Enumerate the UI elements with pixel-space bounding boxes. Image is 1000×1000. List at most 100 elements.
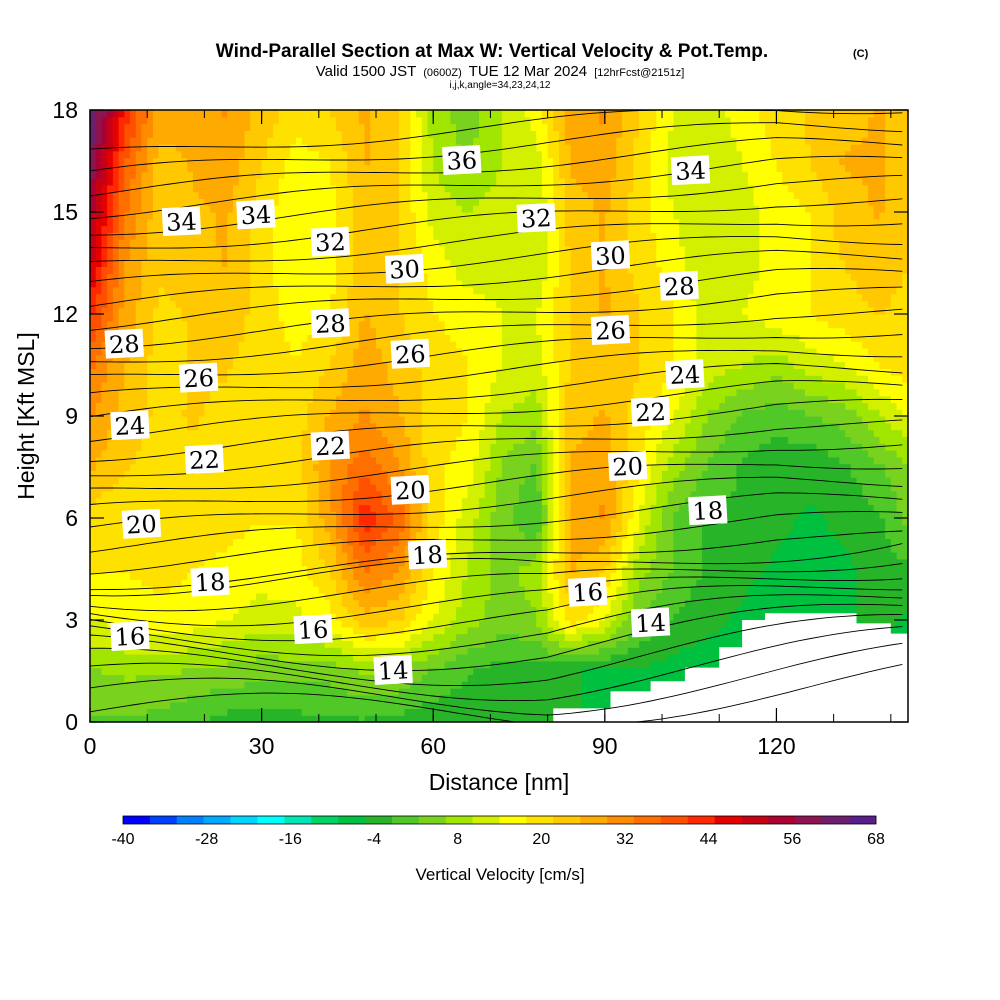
x-tick-label: 60: [420, 733, 446, 759]
contour-label: 24: [665, 359, 705, 390]
colorbar-tick-label: 68: [867, 831, 885, 848]
contour-label: 22: [184, 444, 225, 475]
colorbar-swatch: [257, 816, 285, 824]
chart-title: Wind-Parallel Section at Max W: Vertical…: [216, 41, 768, 62]
colorbar-label: Vertical Velocity [cm/s]: [415, 865, 584, 884]
contour-label: 22: [630, 396, 671, 427]
colorbar-swatch: [284, 816, 312, 824]
colorbar-swatch: [203, 816, 231, 824]
subtitle-utc: (0600Z): [423, 67, 462, 79]
colorbar-swatch: [741, 816, 769, 824]
colorbar-swatch: [418, 816, 447, 824]
colorbar-swatch: [687, 816, 715, 824]
colorbar-tick-label: -4: [367, 831, 381, 848]
colorbar-swatch: [795, 816, 823, 824]
theta-contour-labels: 36 34 34 34 32 32 30 30 28 28 28 26 26 26 24 24 22 22 22 20…: [104, 145, 728, 686]
contour-label: 20: [390, 474, 430, 506]
subtitle-valid: Valid 1500 JST: [316, 63, 416, 80]
colorbar-swatch: [822, 816, 850, 824]
contour-label: 18: [407, 539, 448, 570]
colorbar-tick-label: -16: [279, 831, 302, 848]
colorbar-swatch: [580, 816, 608, 824]
contour-label: 18: [688, 495, 728, 526]
y-tick-label: 18: [52, 97, 78, 123]
contour-label: 32: [516, 202, 556, 234]
subtitle: Valid 1500 JST (0600Z) TUE 12 Mar 2024 […: [316, 63, 685, 80]
colorbar-swatch: [176, 816, 204, 824]
contour-label: 26: [390, 338, 430, 370]
x-axis-ticks: 0 30 60 90 120: [84, 110, 796, 759]
colorbar-tick-label: -28: [195, 831, 218, 848]
contour-label: 14: [373, 655, 413, 686]
contour-label: 16: [567, 576, 608, 608]
colorbar-swatch: [338, 816, 366, 824]
colorbar-swatch: [607, 816, 635, 824]
contour-label: 30: [384, 253, 425, 285]
colorbar-swatch: [230, 816, 258, 824]
contour-label: 28: [310, 308, 350, 339]
contour-label: 20: [121, 508, 162, 540]
y-tick-label: 15: [52, 199, 78, 225]
colorbar-tick-label: 56: [783, 831, 801, 848]
x-tick-label: 0: [84, 733, 97, 759]
subtitle-fcst: [12hrFcst@2151z]: [594, 67, 684, 79]
contour-label: 22: [310, 430, 350, 461]
plot-area: [90, 110, 908, 722]
y-tick-label: 0: [65, 709, 78, 735]
subtitle-indices: i,j,k,angle=34,23,24,12: [450, 80, 551, 91]
colorbar-swatch: [391, 816, 420, 824]
colorbar-swatch: [445, 816, 473, 824]
colorbar-swatch: [768, 816, 796, 824]
contour-label: 24: [110, 410, 150, 441]
contour-label: 16: [110, 621, 150, 652]
terrain-mask: [553, 613, 908, 722]
colorbar-swatch: [311, 816, 339, 824]
y-axis-label: Height [Kft MSL]: [13, 332, 39, 499]
contour-label: 16: [293, 614, 333, 645]
theta-contours: [90, 110, 903, 722]
colorbar-swatch: [553, 816, 581, 824]
colorbar-frame: [122, 815, 877, 825]
colorbar-swatch: [123, 816, 151, 824]
colorbar-swatch: [499, 816, 527, 824]
x-tick-label: 90: [592, 733, 618, 759]
colorbar: -40 -28 -16 -4 8 20 32 44 56 68: [111, 815, 885, 848]
contour-label: 36: [442, 145, 482, 176]
colorbar-swatch: [472, 816, 500, 824]
contour-label: 20: [607, 451, 648, 482]
colorbar-swatch: [149, 816, 178, 824]
contour-label: 32: [310, 226, 350, 257]
x-tick-label: 30: [249, 733, 275, 759]
colorbar-swatch: [526, 816, 554, 824]
x-tick-label: 120: [757, 733, 795, 759]
contour-label: 28: [659, 270, 699, 302]
x-axis-label: Distance [nm]: [429, 769, 570, 795]
y-tick-label: 9: [65, 403, 78, 429]
contour-label: 26: [590, 315, 631, 346]
y-tick-label: 6: [65, 505, 78, 531]
colorbar-swatch: [633, 816, 662, 824]
colorbar-swatch: [365, 816, 393, 824]
contour-label: 26: [178, 362, 219, 393]
contour-label: 34: [236, 199, 276, 230]
colorbar-tick-label: 8: [453, 831, 462, 848]
contour-label: 18: [190, 566, 230, 597]
contour-label: 30: [590, 240, 631, 271]
y-tick-label: 3: [65, 607, 78, 633]
contour-label: 14: [630, 607, 671, 638]
contour-label: 34: [670, 155, 711, 186]
contour-label: 28: [104, 328, 144, 359]
colorbar-tick-label: 32: [616, 831, 634, 848]
colorbar-tick-label: 44: [700, 831, 718, 848]
contour-label: 34: [161, 206, 202, 237]
colorbar-swatch: [660, 816, 689, 824]
title-mark: (C): [853, 48, 869, 60]
colorbar-tick-label: 20: [532, 831, 550, 848]
subtitle-date: TUE 12 Mar 2024: [469, 63, 587, 80]
colorbar-swatch: [849, 816, 877, 824]
colorbar-tick-label: -40: [111, 831, 134, 848]
y-tick-label: 12: [52, 301, 78, 327]
colorbar-swatch: [714, 816, 742, 824]
